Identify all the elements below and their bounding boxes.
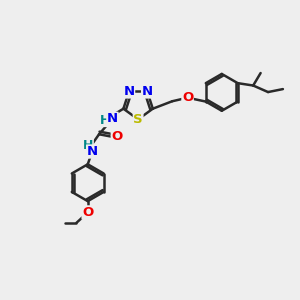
- Text: O: O: [111, 130, 122, 143]
- Text: H: H: [100, 113, 110, 127]
- Text: O: O: [182, 91, 193, 104]
- Text: N: N: [142, 85, 153, 98]
- Text: S: S: [133, 113, 143, 126]
- Text: N: N: [124, 85, 135, 98]
- Text: H: H: [83, 139, 93, 152]
- Text: N: N: [107, 112, 118, 125]
- Text: O: O: [82, 206, 93, 219]
- Text: N: N: [87, 145, 98, 158]
